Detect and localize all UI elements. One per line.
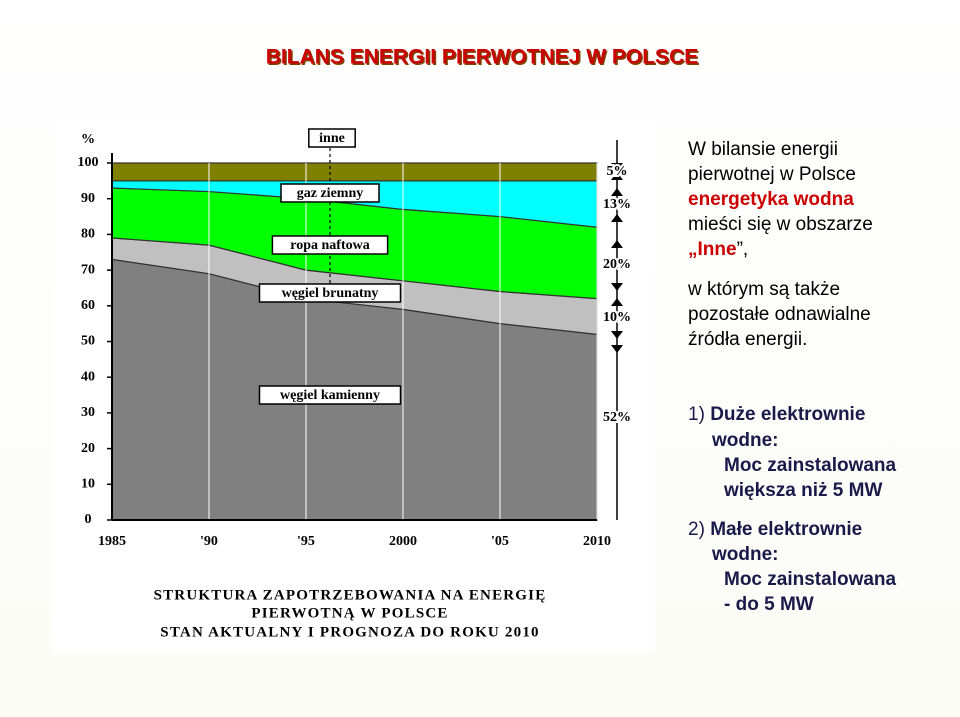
y-axis-label: % [81,132,95,147]
label-box [271,235,389,255]
chart-caption: PIERWOTNĄ W POLSCE [251,605,448,621]
text-run: Duże elektrownie [710,404,865,425]
text-run: „Inne [688,239,737,260]
arrow-head [611,172,623,180]
annotation: 10% [603,310,631,325]
area [111,162,598,182]
text-run: W bilansie energii [688,139,838,160]
arrow-head [611,298,623,306]
arrow-head [611,283,623,291]
text-line: energetyka wodna [688,189,854,210]
arrow-head [611,331,623,339]
text-line: 2) Małe elektrownie [688,519,862,540]
series-label: węgiel brunatny [282,286,379,301]
annotation: 13% [603,197,631,212]
series-label: ropa naftowa [290,238,369,253]
title-shadow: BILANS ENERGII PIERWOTNEJ W POLSCE [267,47,700,70]
annotation: 5% [607,164,628,179]
text-run: mieści się w obszarze [688,214,873,235]
title: BILANS ENERGII PIERWOTNEJ W POLSCE [266,46,699,69]
text-run: pierwotnej w Polsce [688,164,856,185]
text-line: wodne: [711,430,779,451]
text-line: wodne: [711,544,779,565]
text-run: wodne: [711,544,779,565]
text-line: źródła energii. [688,329,807,350]
text-line: W bilansie energii [688,139,838,160]
text-run: Małe elektrownie [710,519,862,540]
arrow-head [611,345,623,353]
text-line: pierwotnej w Polsce [688,164,856,185]
text-run: wodne: [711,430,779,451]
label-box [258,385,402,405]
text-line: pozostałe odnawialne [688,304,871,325]
x-tick-label: '90 [200,534,218,549]
y-tick-label: 40 [81,369,95,384]
y-tick-label: 80 [81,227,95,242]
y-tick-label: 50 [81,334,95,349]
arrow-head [611,188,623,196]
y-tick-label: 0 [85,512,92,527]
annotation: 52% [603,410,631,425]
annotation: 20% [603,257,631,272]
text-run: Moc zainstalowana [724,569,897,590]
text-run: źródła energii. [688,329,807,350]
text-line: mieści się w obszarze [688,214,873,235]
x-tick-label: '05 [491,534,509,549]
text-line: - do 5 MW [724,594,814,615]
series-label: węgiel kamienny [280,388,380,403]
x-tick-label: 1985 [98,534,126,549]
y-tick-label: 100 [78,155,99,170]
arrow-head [611,214,623,222]
y-tick-label: 90 [81,191,95,206]
text-area: W bilansie energii pierwotnej w Polsce ene… [687,139,897,615]
text-run: 1) [688,404,710,425]
text-line: w którym są także [687,279,840,300]
x-tick-label: 2010 [583,534,611,549]
text-run: ”, [737,239,749,260]
label-box [280,183,380,203]
label-box [308,128,356,148]
series-label: gaz ziemny [297,186,363,201]
x-tick-label: '95 [297,534,315,549]
text-run: w którym są także [687,279,840,300]
y-tick-label: 10 [81,477,95,492]
arrow-head [611,240,623,248]
text-line: „Inne”, [688,239,748,260]
text-line: Moc zainstalowana [724,569,897,590]
y-tick-label: 30 [81,405,95,420]
y-tick-label: 60 [81,298,95,313]
series-label: inne [319,131,345,146]
chart-caption: STAN AKTUALNY I PROGNOZA DO ROKU 2010 [160,624,539,640]
text-run: - do 5 MW [724,594,814,615]
text-run: Moc zainstalowana [724,455,897,476]
label-box [258,283,402,303]
y-tick-label: 20 [81,441,95,456]
text-line: większa niż 5 MW [723,480,882,501]
y-tick-label: 70 [81,262,95,277]
x-tick-label: 2000 [389,534,417,549]
chart: 1985 '90 '95 2000 '05 2010 0 10 20 30 40 50 60 70 80 90… [78,128,633,640]
text-line: 1) Duże elektrownie [688,404,865,425]
chart-caption: STRUKTURA ZAPOTRZEBOWANIA NA ENERGIĘ [154,587,547,603]
arrow-head [611,163,623,171]
text-run: pozostałe odnawialne [688,304,871,325]
text-run: większa niż 5 MW [723,480,882,501]
text-line: Moc zainstalowana [724,455,897,476]
text-run: 2) [688,519,710,540]
text-run: energetyka wodna [688,189,854,210]
